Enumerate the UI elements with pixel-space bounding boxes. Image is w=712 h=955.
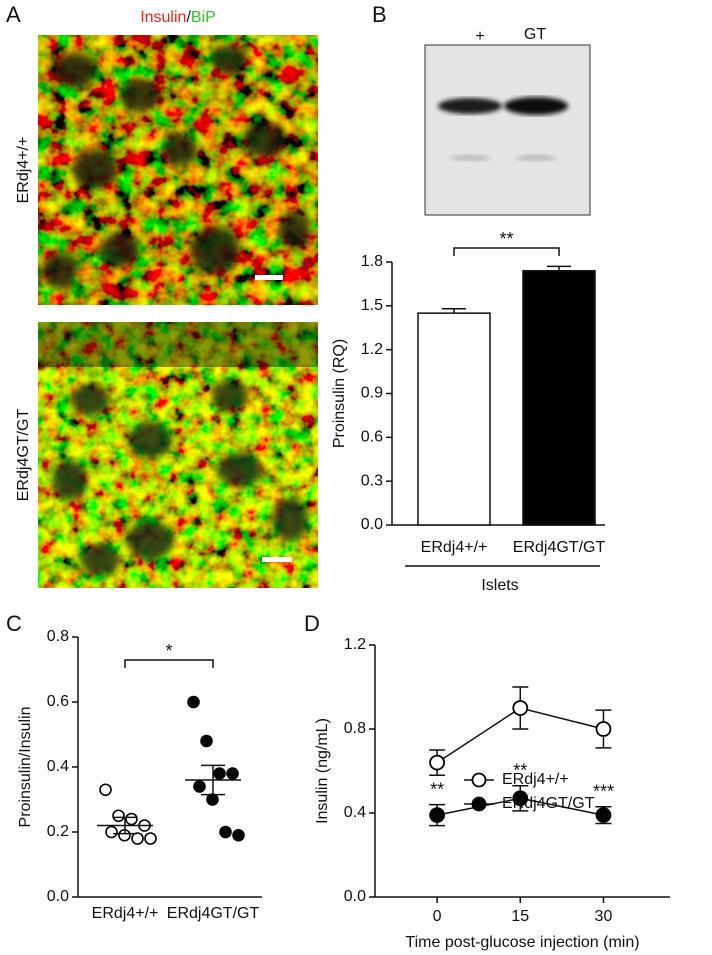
legend-marker	[471, 772, 487, 788]
data-point	[131, 832, 144, 845]
y-tick-label: 0.2	[47, 823, 69, 840]
legend-marker	[471, 796, 487, 812]
y-tick-label: 0.0	[47, 888, 69, 905]
legend-label: ERdj4+/+	[502, 771, 569, 788]
y-tick-label: 0.0	[361, 516, 383, 533]
x-tick-label: 0	[433, 908, 442, 925]
data-point	[429, 807, 446, 823]
data-point	[429, 754, 446, 771]
y-tick-label: 0.6	[47, 693, 69, 710]
data-point	[512, 790, 529, 807]
data-point	[193, 780, 206, 793]
data-point	[144, 832, 157, 845]
data-point	[595, 721, 612, 737]
y-axis-label: Proinsulin (RQ)	[331, 339, 348, 448]
y-tick-label: 0.8	[344, 720, 366, 737]
y-tick-label: 0.9	[361, 385, 383, 402]
x-tick-label: 15	[511, 908, 529, 925]
panel-letter: D	[304, 611, 320, 636]
y-tick-label: 1.8	[361, 253, 383, 270]
data-point	[125, 812, 138, 826]
y-tick-label: 1.5	[361, 297, 383, 314]
data-point	[232, 828, 245, 842]
error-bar	[201, 764, 225, 796]
data-point	[226, 767, 239, 780]
significance-label: *	[165, 641, 172, 661]
y-tick-label: 1.2	[361, 341, 383, 358]
x-axis-label: Time post-glucose injection (min)	[405, 934, 639, 951]
western-blot	[424, 44, 591, 216]
y-tick-label: 0.6	[361, 429, 383, 446]
micrograph	[38, 322, 318, 588]
image-title: Insulin/BiP	[140, 9, 216, 26]
x-tick-label: ERdj4GT/GT	[513, 539, 606, 556]
panel-letter: C	[6, 611, 22, 636]
bar	[522, 270, 596, 526]
data-point	[595, 807, 612, 823]
y-tick-label: 0.3	[361, 472, 383, 489]
significance-bracket	[124, 659, 214, 668]
y-tick-label: 1.2	[344, 636, 366, 653]
significance-bracket	[453, 247, 560, 256]
x-tick-label: ERdj4+/+	[92, 905, 159, 922]
image-label: ERdj4GT/GT	[15, 409, 32, 502]
data-point	[200, 734, 213, 748]
y-tick-label: 0.4	[344, 804, 366, 821]
panel-letter: B	[372, 2, 387, 27]
group-label: Islets	[481, 577, 518, 594]
micrograph	[38, 35, 318, 305]
data-point	[99, 783, 112, 797]
y-axis-label: Proinsulin/Insulin	[17, 707, 34, 828]
lane-label: +	[475, 28, 484, 45]
data-point	[105, 825, 118, 839]
legend-label: ERdj4GT/GT	[502, 795, 595, 812]
data-point	[112, 809, 125, 823]
y-tick-label: 0.4	[47, 758, 69, 775]
bar	[417, 312, 491, 526]
data-point	[206, 793, 219, 806]
data-point	[213, 767, 226, 780]
data-point	[187, 695, 200, 709]
significance-label: **	[513, 760, 527, 780]
y-tick-label: 0.0	[344, 888, 366, 905]
x-tick-label: ERdj4+/+	[421, 539, 488, 556]
data-point	[219, 825, 232, 839]
y-tick-label: 0.8	[47, 628, 69, 645]
image-label: ERdj4+/+	[15, 137, 32, 204]
significance-label: ***	[593, 781, 614, 801]
y-axis-label: Insulin (ng/mL)	[314, 718, 331, 824]
panel-letter: A	[6, 2, 21, 27]
data-point	[512, 700, 529, 716]
x-tick-label: ERdj4GT/GT	[167, 905, 260, 922]
significance-label: **	[430, 779, 444, 799]
significance-label: **	[499, 229, 513, 249]
error-bar	[113, 816, 137, 835]
lane-label: GT	[524, 26, 546, 43]
x-tick-label: 30	[595, 908, 613, 925]
